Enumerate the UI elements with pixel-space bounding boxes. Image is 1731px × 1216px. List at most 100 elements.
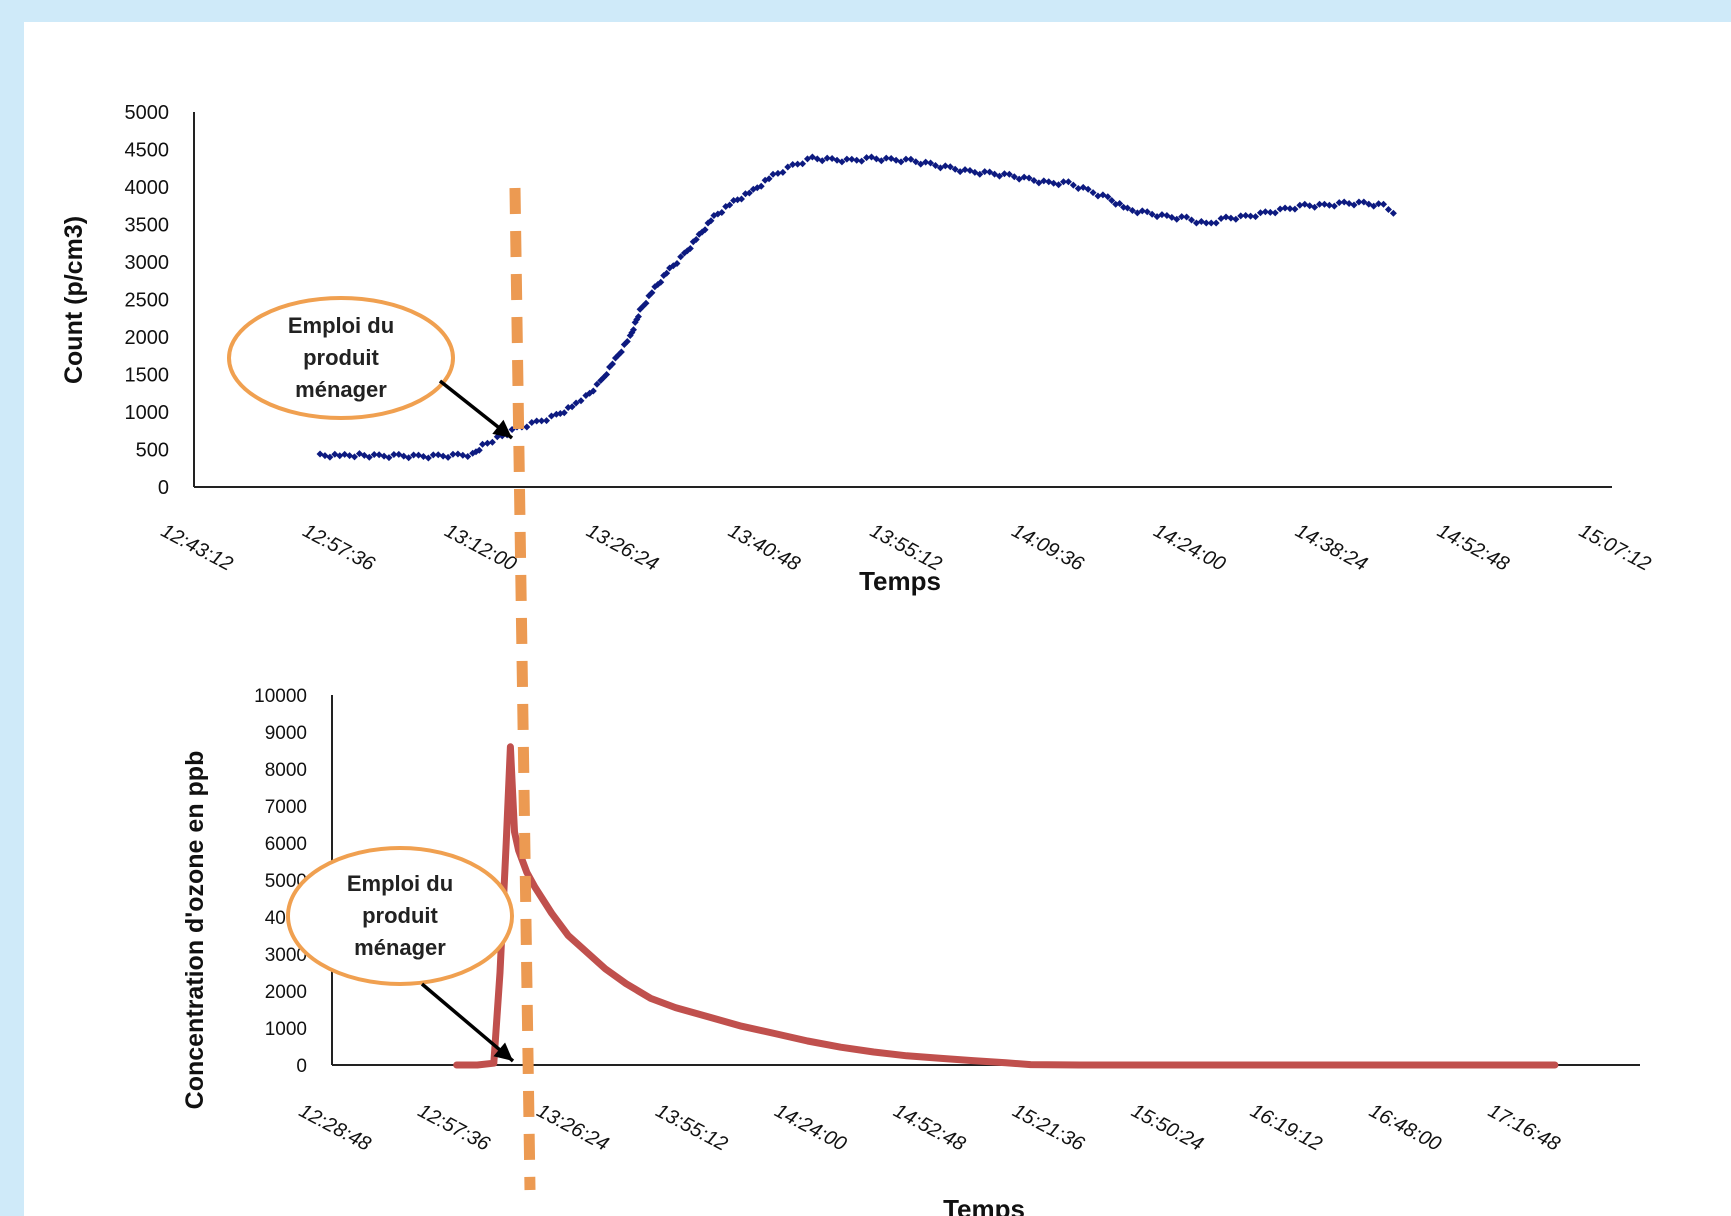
data-point xyxy=(677,253,685,261)
data-point xyxy=(1380,200,1388,208)
data-point xyxy=(1158,211,1166,219)
data-point xyxy=(533,417,541,425)
y-tick-label: 2000 xyxy=(265,982,307,1003)
figure-panel xyxy=(24,22,1731,1216)
y-tick-label: 5000 xyxy=(125,102,170,124)
data-point xyxy=(1055,181,1063,189)
data-point xyxy=(1202,219,1210,227)
data-point xyxy=(976,170,984,178)
data-point xyxy=(946,163,954,171)
data-point xyxy=(370,450,378,458)
data-point xyxy=(623,338,631,345)
data-point xyxy=(774,169,782,177)
data-point xyxy=(609,360,617,368)
data-point xyxy=(769,170,777,178)
event-marker-line xyxy=(509,187,536,1191)
data-point xyxy=(757,182,765,190)
data-point xyxy=(823,154,831,162)
data-point xyxy=(523,423,531,431)
annotation-ellipse xyxy=(286,846,514,986)
y-tick-label: 1000 xyxy=(265,1019,307,1040)
y-tick-label: 1500 xyxy=(125,365,170,387)
data-point xyxy=(1389,209,1397,217)
data-point xyxy=(1069,181,1077,189)
data-point xyxy=(848,155,856,163)
data-point xyxy=(444,453,452,461)
data-point xyxy=(424,454,432,462)
data-point xyxy=(1128,206,1136,214)
data-point xyxy=(1375,200,1383,208)
data-point xyxy=(1183,213,1191,221)
data-point xyxy=(1296,201,1304,209)
x-tick-label: 14:52:48 xyxy=(1433,520,1512,576)
data-point xyxy=(1207,219,1215,227)
y-tick-label: 3500 xyxy=(125,215,170,237)
y-tick-label: 0 xyxy=(158,477,169,499)
data-point xyxy=(663,269,671,277)
data-point xyxy=(853,156,861,164)
data-point xyxy=(642,299,650,307)
data-point xyxy=(1261,208,1269,216)
data-point xyxy=(1316,200,1324,208)
data-point xyxy=(1212,219,1220,227)
data-point xyxy=(1005,170,1013,178)
data-point xyxy=(593,380,601,388)
data-point xyxy=(1116,200,1124,207)
data-point xyxy=(483,439,491,447)
y-tick-label: 7000 xyxy=(265,797,307,818)
data-point xyxy=(1108,197,1116,204)
data-point xyxy=(1025,174,1033,182)
data-point xyxy=(686,245,694,252)
data-point xyxy=(429,451,437,459)
x-tick-label: 14:38:24 xyxy=(1292,520,1371,576)
data-point xyxy=(1384,206,1392,213)
data-point xyxy=(1252,213,1260,221)
data-point xyxy=(648,289,656,297)
data-point xyxy=(464,453,472,460)
data-point xyxy=(863,154,871,162)
data-point xyxy=(568,403,576,411)
data-point xyxy=(380,452,388,460)
data-point xyxy=(1040,177,1048,185)
data-point xyxy=(434,451,442,459)
y-tick-label: 0 xyxy=(296,1056,307,1077)
data-point xyxy=(1320,200,1328,208)
data-point xyxy=(1060,178,1068,186)
data-point xyxy=(718,209,726,216)
data-point xyxy=(1138,207,1146,215)
data-point xyxy=(1143,208,1151,216)
arrow-head xyxy=(493,1042,513,1061)
data-point xyxy=(779,168,787,176)
chart-1: 0 500 1000 1500 2000 2500 3000 3500 4000 4500 5000… xyxy=(60,102,1654,596)
x-tick-label: 13:12:00 xyxy=(441,520,520,576)
data-point xyxy=(326,453,334,461)
x-tick-label: 13:55:12 xyxy=(652,1100,731,1156)
y-tick-label: 10000 xyxy=(254,686,307,707)
y-tick-label: 1000 xyxy=(125,402,170,424)
data-point xyxy=(572,399,580,407)
data-point xyxy=(799,160,807,168)
y-tick-label: 3000 xyxy=(265,945,307,966)
data-point xyxy=(789,161,797,168)
data-point xyxy=(882,154,890,162)
data-point xyxy=(449,450,457,458)
data-point xyxy=(390,450,398,458)
x-axis-title: Temps xyxy=(859,566,941,596)
data-point xyxy=(589,387,597,395)
data-point xyxy=(858,157,866,165)
data-point xyxy=(1291,205,1299,213)
data-point xyxy=(459,451,467,459)
data-point xyxy=(1074,185,1082,192)
chart-2: 0100020003000400050006000700080009000100… xyxy=(181,686,1640,1216)
arrow-head xyxy=(492,419,512,438)
data-point xyxy=(1370,202,1378,210)
data-point xyxy=(1330,202,1338,210)
x-tick-label: 13:40:48 xyxy=(724,520,803,576)
data-point xyxy=(657,278,665,286)
data-point xyxy=(1271,209,1279,217)
x-tick-label: 14:24:00 xyxy=(1150,520,1229,576)
x-tick-label: 14:52:48 xyxy=(890,1100,969,1156)
x-tick-label: 12:43:12 xyxy=(157,520,236,576)
